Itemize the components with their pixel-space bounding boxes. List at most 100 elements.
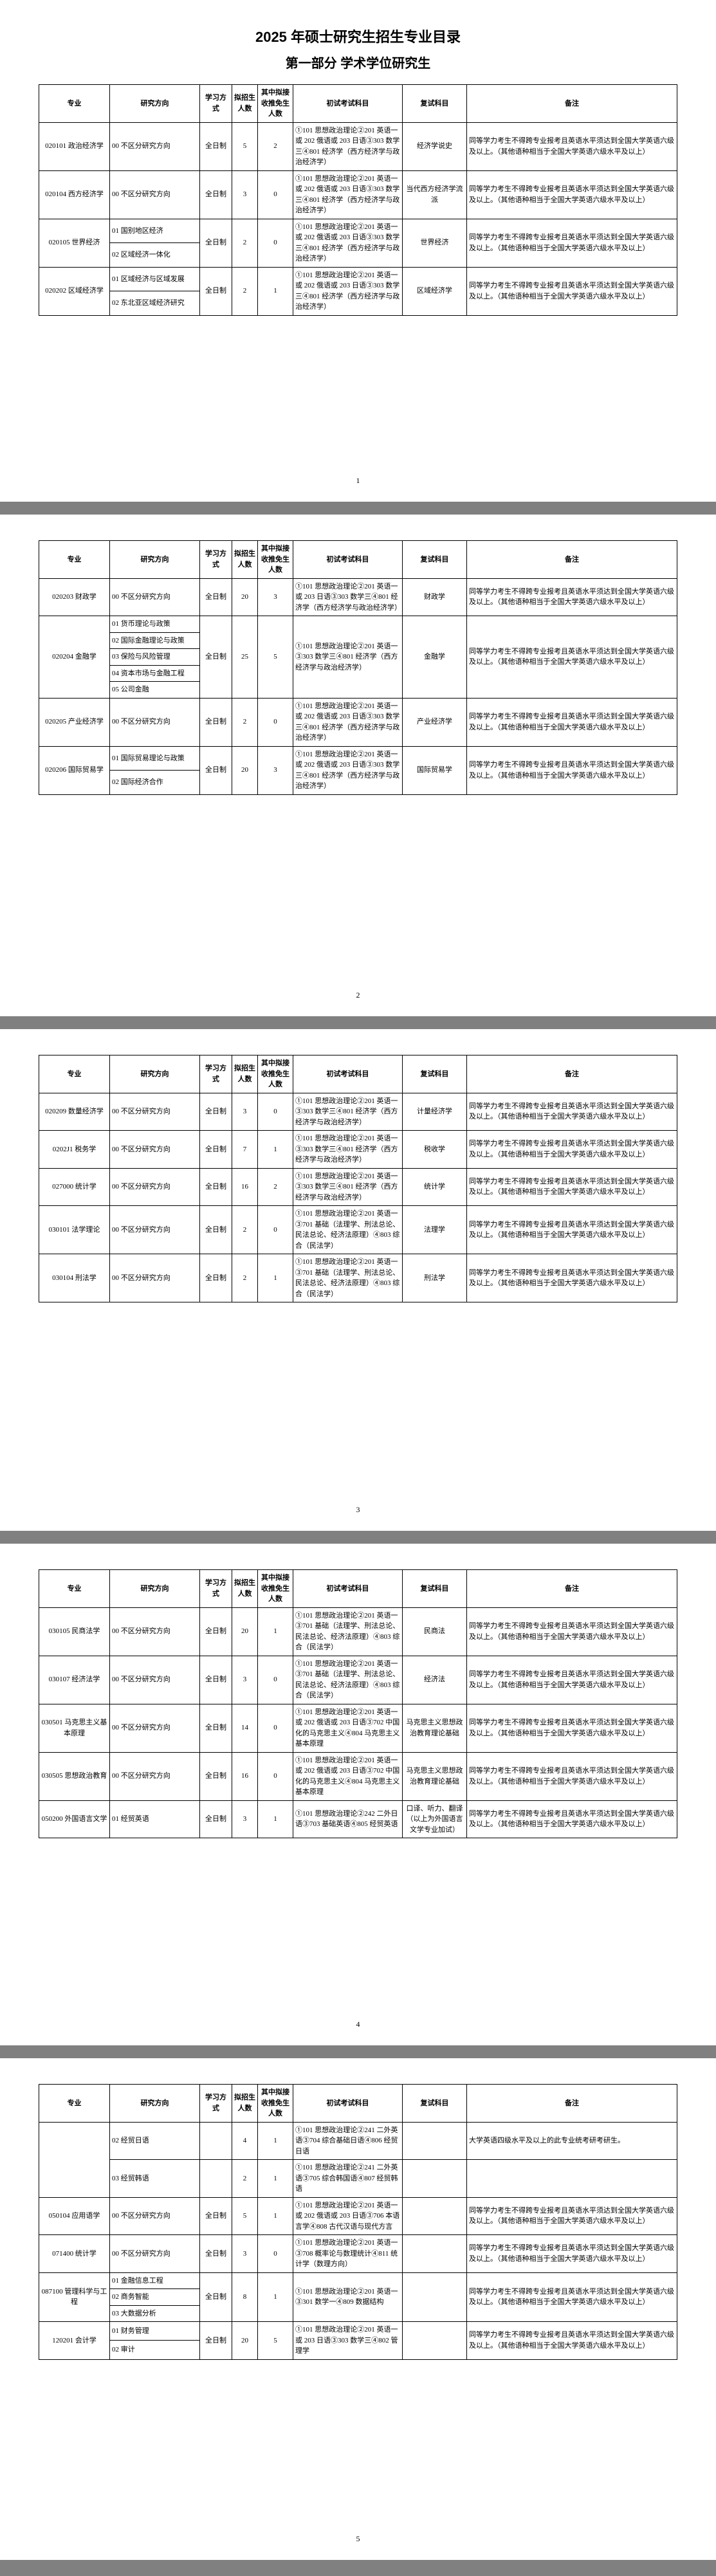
cell-method: 全日制: [200, 698, 232, 746]
table-row: 071400 统计学00 不区分研究方向全日制30①101 思想政治理论②201…: [39, 2235, 677, 2273]
cell-note: 同等学力考生不得跨专业报考且英语水平须达到全国大学英语六级及以上。（其他语种相当…: [467, 1206, 677, 1254]
cell-method: 全日制: [200, 1752, 232, 1800]
cell-plan: 16: [232, 1752, 258, 1800]
cell-accepted: 3: [258, 578, 293, 616]
header-major: 专业: [39, 1570, 110, 1608]
cell-exam: ①101 思想政治理论②201 英语一③708 概率论与数理统计④811 统计学…: [293, 2235, 403, 2273]
cell-major: 071400 统计学: [39, 2235, 110, 2273]
cell-plan: 2: [232, 2160, 258, 2198]
cell-major: 027000 统计学: [39, 1168, 110, 1206]
cell-direction: 00 不区分研究方向: [110, 1607, 200, 1656]
header-method: 学习方式: [200, 1055, 232, 1093]
cell-direction: 00 不区分研究方向: [110, 698, 200, 746]
cell-note: 同等学力考生不得跨专业报考且英语水平须达到全国大学英语六级及以上。（其他语种相当…: [467, 1254, 677, 1302]
cell-plan: 7: [232, 1131, 258, 1169]
cell-reexam: 财政学: [403, 578, 467, 616]
cell-direction: 01 货币理论与政策: [110, 616, 200, 633]
cell-direction: 01 区域经济与区域发展: [110, 267, 200, 291]
cell-note: 同等学力考生不得跨专业报考且英语水平须达到全国大学英语六级及以上。（其他语种相当…: [467, 1704, 677, 1752]
cell-reexam: 统计学: [403, 1168, 467, 1206]
cell-direction: 02 东北亚区域经济研究: [110, 291, 200, 316]
header-exam: 初试考试科目: [293, 85, 403, 123]
cell-exam: ①101 思想政治理论②201 英语一或 202 俄语或 203 日语③706 …: [293, 2197, 403, 2235]
cell-reexam: 马克思主义思想政治教育理论基础: [403, 1704, 467, 1752]
header-method: 学习方式: [200, 1570, 232, 1608]
header-major: 专业: [39, 85, 110, 123]
cell-direction: 00 不区分研究方向: [110, 1206, 200, 1254]
cell-exam: ①101 思想政治理论②242 二外日语③703 基础英语④805 经贸英语: [293, 1800, 403, 1838]
cell-method: 全日制: [200, 1800, 232, 1838]
table-row: 020105 世界经济01 国别地区经济全日制20①101 思想政治理论②201…: [39, 219, 677, 243]
cell-exam: ①101 思想政治理论②201 英语一③301 数学一④809 数据结构: [293, 2272, 403, 2322]
page: 专业 研究方向 学习方式 拟招生人数 其中拟接收推免生人数 初试考试科目 复试科…: [0, 515, 716, 1016]
header-reexam: 复试科目: [403, 1055, 467, 1093]
header-direction: 研究方向: [110, 1055, 200, 1093]
header-method: 学习方式: [200, 85, 232, 123]
cell-method: 全日制: [200, 616, 232, 699]
cell-direction: 01 国际贸易理论与政策: [110, 746, 200, 771]
cell-direction: 05 公司金融: [110, 682, 200, 699]
cell-plan: 5: [232, 2197, 258, 2235]
cell-note: 大学英语四级水平及以上的此专业统考研考研生。: [467, 2122, 677, 2160]
cell-plan: 3: [232, 2235, 258, 2273]
cell-direction: 03 大数据分析: [110, 2305, 200, 2322]
cell-exam: ①101 思想政治理论②201 英语一③701 基础（法理学、刑法总论、民法总论…: [293, 1607, 403, 1656]
cell-direction: 00 不区分研究方向: [110, 2197, 200, 2235]
cell-plan: 20: [232, 1607, 258, 1656]
cell-note: 同等学力考生不得跨专业报考且英语水平须达到全国大学英语六级及以上。（其他语种相当…: [467, 267, 677, 315]
cell-reexam: [403, 2235, 467, 2273]
cell-major: 020204 金融学: [39, 616, 110, 699]
table-row: 030107 经济法学00 不区分研究方向全日制30①101 思想政治理论②20…: [39, 1656, 677, 1704]
cell-direction: 00 不区分研究方向: [110, 578, 200, 616]
cell-method: 全日制: [200, 1168, 232, 1206]
table-row: 120201 会计学01 财务管理全日制205①101 思想政治理论②201 英…: [39, 2322, 677, 2341]
header-plan: 拟招生人数: [232, 2085, 258, 2123]
cell-reexam: 计量经济学: [403, 1093, 467, 1131]
table-row: 030505 思想政治教育00 不区分研究方向全日制160①101 思想政治理论…: [39, 1752, 677, 1800]
cell-plan: 2: [232, 1254, 258, 1302]
page: 专业 研究方向 学习方式 拟招生人数 其中拟接收推免生人数 初试考试科目 复试科…: [0, 1544, 716, 2045]
cell-reexam: [403, 2197, 467, 2235]
page-number: 2: [0, 991, 716, 1000]
cell-exam: ①101 思想政治理论②201 英语一③701 基础（法理学、刑法总论、民法总论…: [293, 1206, 403, 1254]
header-method: 学习方式: [200, 2085, 232, 2123]
cell-plan: 2: [232, 219, 258, 267]
cell-accepted: 0: [258, 698, 293, 746]
cell-method: 全日制: [200, 267, 232, 315]
cell-exam: ①101 思想政治理论②201 英语一或 202 俄语或 203 日语③303 …: [293, 746, 403, 794]
table-row: 020203 财政学00 不区分研究方向全日制203①101 思想政治理论②20…: [39, 578, 677, 616]
header-accepted: 其中拟接收推免生人数: [258, 1570, 293, 1608]
header-major: 专业: [39, 541, 110, 579]
cell-plan: 20: [232, 578, 258, 616]
cell-plan: 3: [232, 1800, 258, 1838]
cell-major: 030505 思想政治教育: [39, 1752, 110, 1800]
cell-note: 同等学力考生不得跨专业报考且英语水平须达到全国大学英语六级及以上。（其他语种相当…: [467, 616, 677, 699]
table-row: 020202 区域经济学01 区域经济与区域发展全日制21①101 思想政治理论…: [39, 267, 677, 291]
cell-direction: 00 不区分研究方向: [110, 122, 200, 170]
page-number: 3: [0, 1505, 716, 1515]
cell-note: 同等学力考生不得跨专业报考且英语水平须达到全国大学英语六级及以上。（其他语种相当…: [467, 170, 677, 219]
cell-reexam: [403, 2322, 467, 2360]
page: 专业 研究方向 学习方式 拟招生人数 其中拟接收推免生人数 初试考试科目 复试科…: [0, 2058, 716, 2560]
cell-exam: ①101 思想政治理论②201 英语一或 202 俄语或 203 日语③702 …: [293, 1704, 403, 1752]
cell-accepted: 1: [258, 1131, 293, 1169]
cell-major: 050104 应用语学: [39, 2197, 110, 2235]
cell-major: 020205 产业经济学: [39, 698, 110, 746]
cell-note: 同等学力考生不得跨专业报考且英语水平须达到全国大学英语六级及以上。（其他语种相当…: [467, 746, 677, 794]
cell-major: 020209 数量经济学: [39, 1093, 110, 1131]
table-row: 030501 马克思主义基本原理00 不区分研究方向全日制140①101 思想政…: [39, 1704, 677, 1752]
cell-major: 050200 外国语言文学: [39, 1800, 110, 1838]
cell-note: 同等学力考生不得跨专业报考且英语水平须达到全国大学英语六级及以上。（其他语种相当…: [467, 1607, 677, 1656]
cell-reexam: 当代西方经济学流派: [403, 170, 467, 219]
cell-accepted: 0: [258, 1752, 293, 1800]
doc-title: 2025 年硕士研究生招生专业目录: [39, 26, 677, 46]
cell-direction: 03 保险与风险管理: [110, 649, 200, 666]
cell-plan: 16: [232, 1168, 258, 1206]
header-direction: 研究方向: [110, 541, 200, 579]
cell-note: 同等学力考生不得跨专业报考且英语水平须达到全国大学英语六级及以上。（其他语种相当…: [467, 2235, 677, 2273]
table-row: 050200 外国语言文学01 经贸英语全日制31①101 思想政治理论②242…: [39, 1800, 677, 1838]
table-row: 020101 政治经济学00 不区分研究方向全日制52①101 思想政治理论②2…: [39, 122, 677, 170]
cell-accepted: 1: [258, 2160, 293, 2198]
cell-note: 同等学力考生不得跨专业报考且英语水平须达到全国大学英语六级及以上。（其他语种相当…: [467, 1800, 677, 1838]
cell-method: 全日制: [200, 578, 232, 616]
